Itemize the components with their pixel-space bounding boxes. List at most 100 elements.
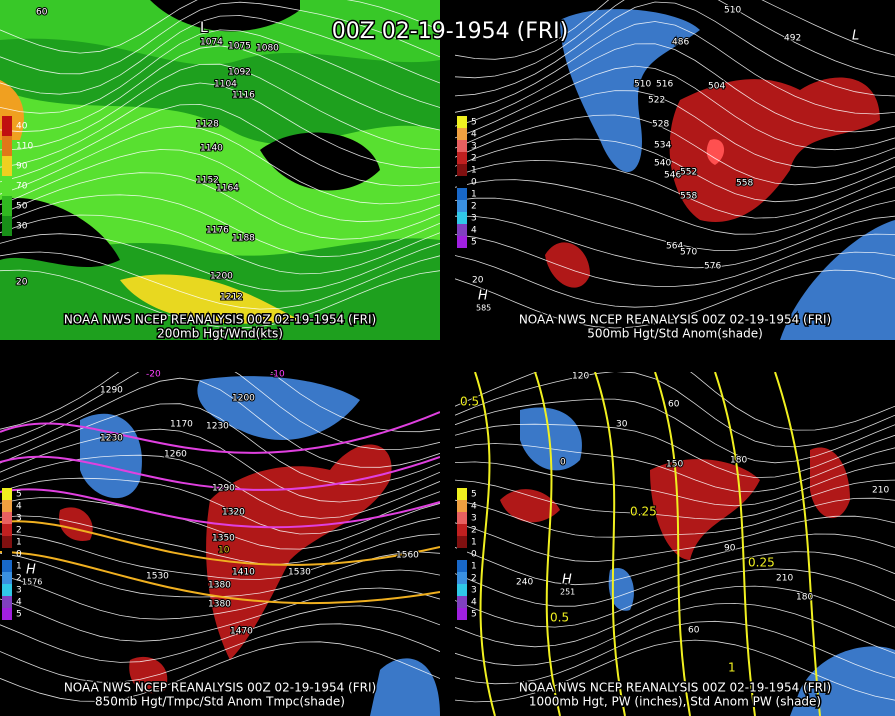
contour — [0, 125, 440, 205]
contour — [455, 423, 895, 479]
contour — [455, 197, 895, 251]
contour-label: 180 — [730, 456, 747, 466]
contour — [455, 639, 895, 703]
legend-swatch — [2, 524, 12, 536]
contour-label: 180 — [796, 593, 813, 603]
legend-swatch — [457, 608, 467, 620]
contour-label: 1410 — [232, 568, 255, 578]
panel-500mb — [455, 0, 895, 340]
legend-label: 2 — [471, 202, 477, 212]
legend-label: 2 — [471, 526, 477, 536]
contour-label: 1140 — [200, 144, 223, 154]
anomaly — [706, 139, 725, 165]
legend-swatch — [457, 548, 467, 560]
contour-label: 552 — [680, 168, 697, 178]
legend-swatch — [457, 536, 467, 548]
contour — [455, 497, 895, 538]
contour — [0, 428, 440, 503]
contour-label: 576 — [704, 262, 721, 272]
legend-swatch — [457, 524, 467, 536]
contour — [0, 403, 440, 486]
pw-label: 0.5 — [460, 395, 479, 409]
legend-swatch — [457, 140, 467, 152]
contours — [0, 0, 440, 329]
contour — [0, 251, 440, 310]
legend-swatch — [2, 216, 12, 236]
legend-label: 5 — [471, 118, 477, 128]
legend-swatch — [2, 500, 12, 512]
temp-contour — [0, 455, 440, 491]
contour — [455, 551, 895, 607]
legend-swatch — [457, 596, 467, 608]
legend-label: 3 — [471, 514, 477, 524]
legend-swatch — [457, 164, 467, 176]
contour-label: 90 — [724, 544, 736, 554]
contour — [0, 214, 440, 275]
legend-swatch — [2, 548, 12, 560]
legend-label: 1 — [471, 166, 477, 176]
legend-swatch — [2, 608, 12, 620]
legend-label: 30 — [16, 222, 28, 232]
shade — [0, 0, 440, 65]
contour-label: 1200 — [210, 272, 233, 282]
contour-label: 1080 — [256, 44, 279, 54]
contour — [0, 103, 440, 187]
contour-label: 1200 — [232, 394, 255, 404]
contour — [455, 1, 895, 97]
shade — [120, 274, 300, 324]
panel-1000mb — [455, 372, 895, 716]
lat-label: 60 — [36, 8, 48, 18]
contour-label: 1350 — [212, 534, 235, 544]
pw-contour — [534, 372, 561, 716]
anomaly — [500, 489, 560, 523]
contour-label: 1116 — [232, 91, 255, 101]
legend-label: 5 — [16, 490, 22, 500]
contour-label: 558 — [680, 192, 697, 202]
contour — [455, 114, 895, 186]
legend-label: 50 — [16, 202, 28, 212]
legend-swatch — [2, 488, 12, 500]
anomaly — [545, 242, 590, 288]
contour — [0, 0, 440, 54]
contour — [455, 515, 895, 563]
contour — [0, 149, 440, 223]
caption-line-1: NOAA NWS NCEP REANALYSIS 00Z 02-19-1954 … — [519, 681, 831, 695]
anomaly — [129, 656, 168, 694]
contour-label: 1092 — [228, 68, 251, 78]
low-marker: L — [200, 20, 208, 36]
contour-label: 1164 — [216, 184, 239, 194]
contour-label: 1074 — [200, 38, 223, 48]
legend-label: 3 — [471, 214, 477, 224]
legend-swatch — [2, 572, 12, 584]
contour — [455, 372, 895, 448]
contour — [455, 0, 895, 79]
anomaly — [790, 646, 895, 716]
legend-label: 0 — [471, 550, 477, 560]
contour-label: 516 — [656, 80, 673, 90]
legend-swatch — [2, 584, 12, 596]
contour-label: 1212 — [220, 293, 243, 303]
contour — [0, 269, 440, 329]
contour-label: 546 — [664, 171, 681, 181]
anomaly — [608, 568, 634, 611]
contour-label: 1075 — [228, 42, 251, 52]
contour-label: 522 — [648, 96, 665, 106]
contour-label: 150 — [666, 460, 683, 470]
legend-swatch — [2, 560, 12, 572]
contour — [455, 568, 895, 628]
legend-swatch — [2, 116, 12, 136]
anomaly — [59, 507, 93, 541]
pw-contour — [714, 372, 756, 716]
legend-label: 0 — [471, 178, 477, 188]
legend-label: 2 — [471, 574, 477, 584]
contour-label: 1128 — [196, 120, 219, 130]
contour — [455, 43, 895, 133]
legend-swatch — [2, 196, 12, 216]
legend-label: 4 — [16, 598, 22, 608]
contour — [455, 233, 895, 287]
legend-swatch — [457, 128, 467, 140]
contour-label: 1230 — [206, 422, 229, 432]
caption-line-2: 200mb Hgt/Wnd(kts) — [157, 327, 283, 341]
legend-label: 3 — [16, 586, 22, 596]
labels-200mb: L 1074 1075 1080 1092 1104 1116 1128 114… — [15, 7, 280, 304]
